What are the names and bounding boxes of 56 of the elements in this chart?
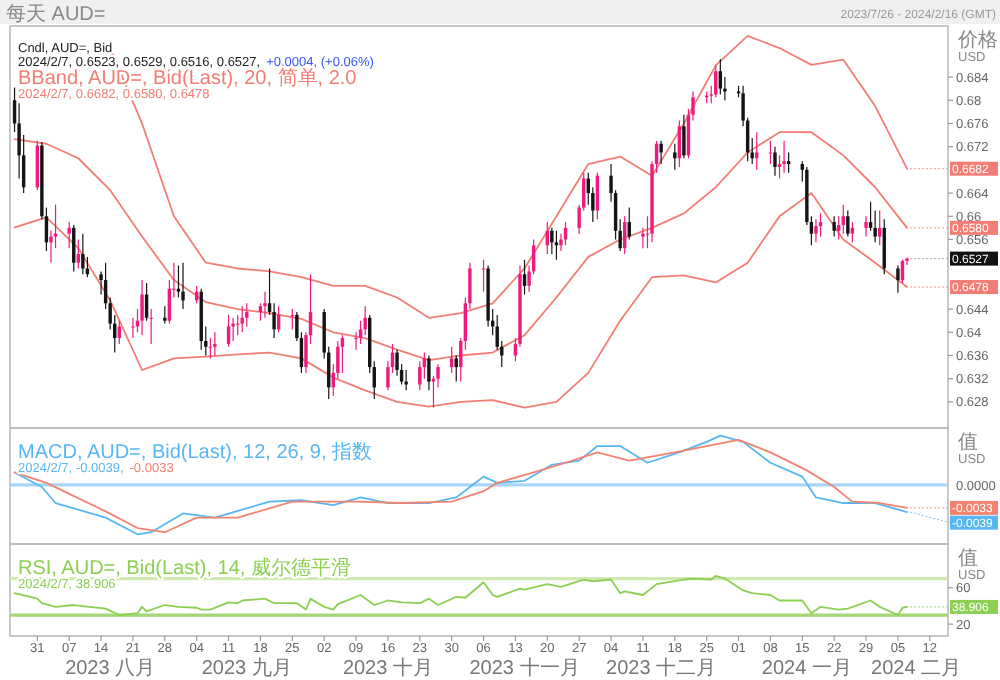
candlestick [627,206,631,241]
candlestick [782,140,786,174]
candlestick [263,291,267,319]
candlestick [240,305,244,333]
candlestick [841,204,845,235]
candlestick [117,320,121,345]
x2-tick-label: 2023 八月 [65,658,156,680]
candlestick [768,140,773,165]
annotation: MACD, AUD=, Bid(Last), 12, 26, 9, 指数 [18,440,373,464]
chart-title: 每天 AUD= [6,2,106,26]
candlestick [290,308,295,330]
candlestick [235,314,240,336]
candlestick [832,215,836,238]
x2-tick-label: 2023 九月 [201,656,292,680]
candlestick [140,279,144,336]
candlestick [718,58,723,96]
candlestick [481,259,486,293]
candlestick [418,360,422,391]
candlestick [449,346,454,374]
candlestick [76,238,81,270]
candlestick [554,230,559,261]
candlestick [864,215,868,238]
candlestick [226,314,231,348]
candlestick [454,354,458,383]
candlestick [786,151,791,174]
candlestick [245,302,249,328]
candlestick [81,233,85,275]
candlestick [213,331,217,357]
candlestick [682,114,686,159]
x2-tick-label: 2023 十一月 [469,656,580,680]
candlestick [773,146,777,177]
candlestick [522,259,527,296]
candlestick [896,264,900,294]
candlestick [673,143,677,171]
annotation: RSI, AUD=, Bid(Last), 14, 威尔德平滑 [18,556,351,580]
candlestick [877,209,882,246]
candlestick [873,209,877,243]
x2-tick-label: 2024 二月 [871,658,962,680]
candlestick [550,227,554,255]
candlestick [395,349,399,377]
candlestick [814,218,818,243]
candlestick [340,334,345,374]
candlestick [427,354,431,391]
candlestick [131,317,135,339]
x2-tick-label: 2023 十二月 [606,656,717,680]
candlestick [181,262,185,310]
candlestick [846,209,850,238]
x2-tick-label: 2024 一月 [761,658,852,680]
candlestick [208,337,213,359]
candlestick [659,140,663,165]
candlestick [755,131,759,171]
candlestick [850,221,855,243]
candlestick [363,305,367,336]
candlestick [67,221,71,249]
x2-tick-label: 2023 十月 [342,656,433,680]
candlestick [149,308,153,345]
